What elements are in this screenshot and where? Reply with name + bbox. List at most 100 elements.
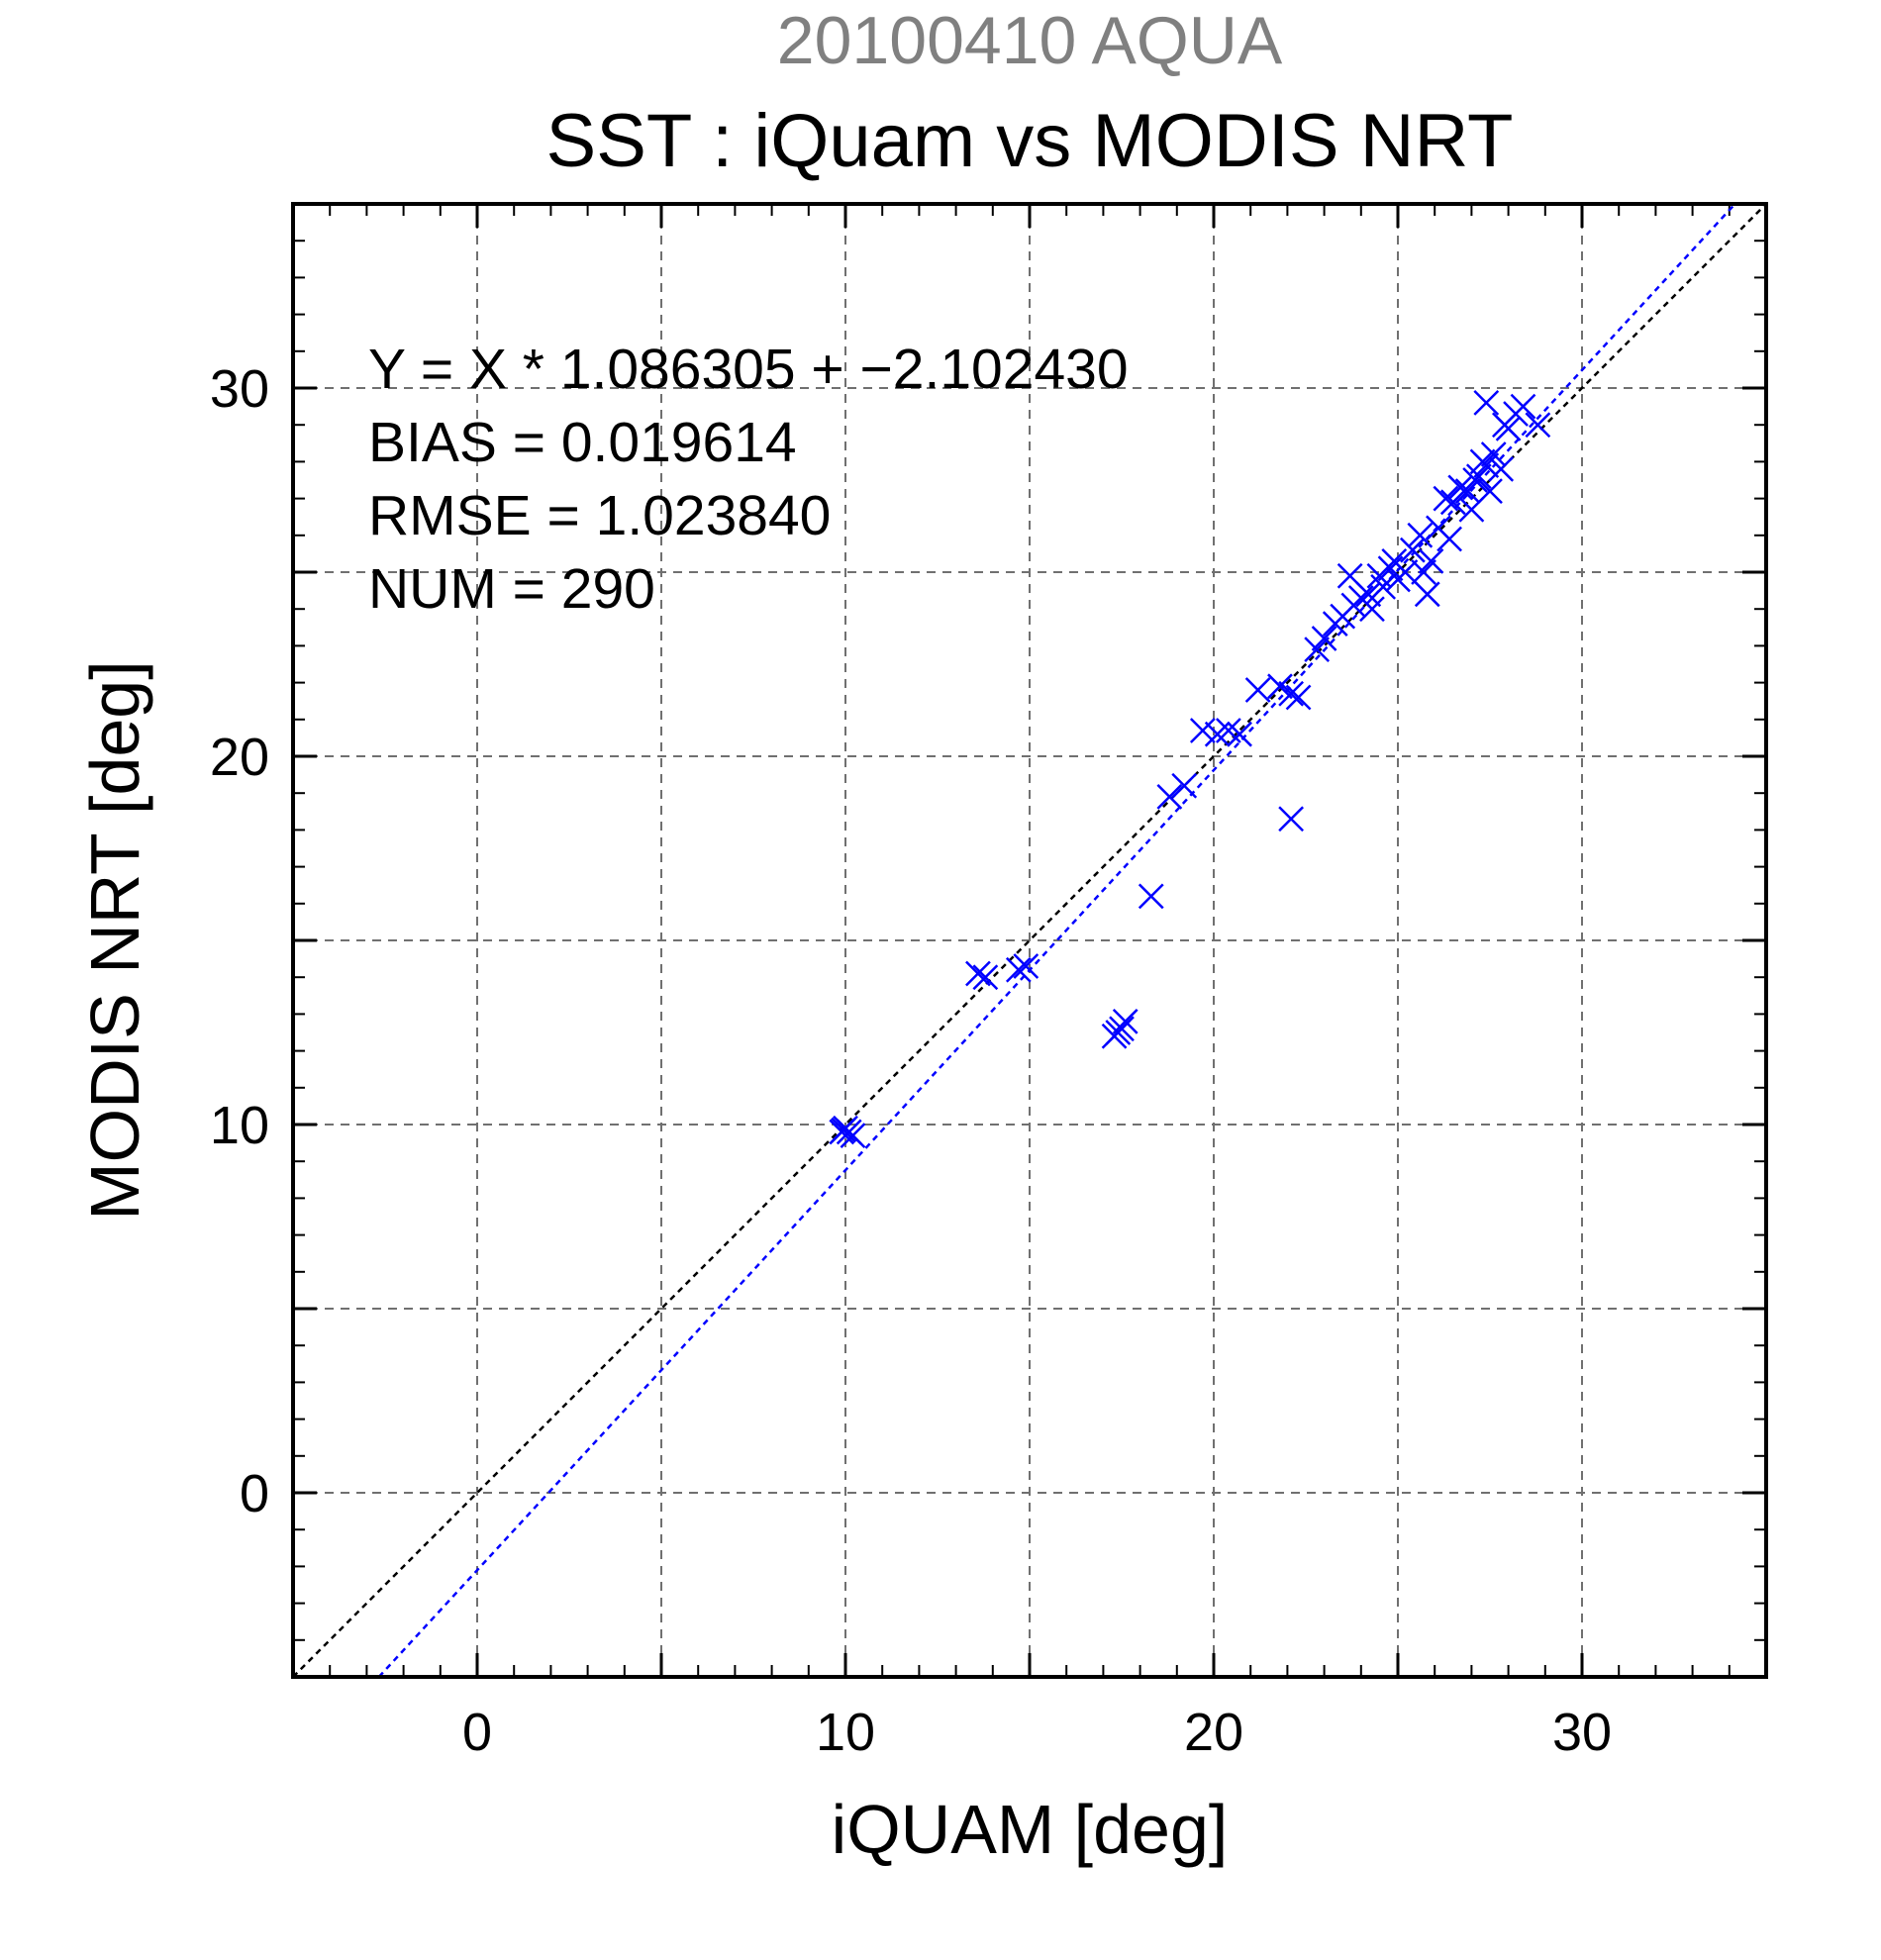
y-tick-label: 10 [210, 1096, 269, 1155]
data-point [1355, 581, 1382, 608]
data-point [1171, 772, 1198, 799]
marker-stroke [1370, 573, 1397, 600]
data-point [1013, 953, 1040, 979]
y-tick-labels: 0 10 20 30 [210, 359, 269, 1523]
marker-stroke [1005, 956, 1032, 983]
marker-stroke [1477, 478, 1503, 505]
marker-stroke [965, 960, 991, 987]
data-point [1138, 883, 1164, 910]
data-point [1454, 478, 1481, 505]
scatter-points [829, 389, 1551, 1149]
data-point [1359, 596, 1385, 623]
marker-stroke [1436, 526, 1462, 552]
marker-stroke [1439, 489, 1466, 516]
data-point [1491, 412, 1518, 439]
grid-lines [293, 204, 1766, 1677]
data-point [1244, 677, 1271, 703]
x-tick-label: 0 [462, 1703, 492, 1762]
data-point [1418, 547, 1444, 574]
data-point [1278, 806, 1305, 833]
stats-box: Y = X * 1.086305 + −2.102430 BIAS = 0.01… [368, 338, 1129, 621]
marker-stroke [1013, 953, 1040, 979]
marker-stroke [1189, 718, 1216, 743]
x-axis-label: iQUAM [deg] [832, 1791, 1229, 1868]
marker-stroke [1488, 455, 1515, 482]
marker-stroke [1267, 673, 1293, 700]
data-point [1370, 573, 1397, 600]
marker-stroke [1278, 806, 1305, 833]
data-point [1469, 448, 1496, 475]
rmse-value: RMSE = 1.023840 [368, 484, 831, 547]
data-point [1480, 441, 1507, 467]
marker-stroke [1215, 718, 1241, 743]
marker-stroke [1304, 637, 1331, 663]
data-point [1414, 581, 1440, 608]
data-point [1411, 559, 1436, 585]
marker-stroke [1138, 883, 1164, 910]
marker-stroke [1399, 537, 1426, 563]
data-point [1285, 684, 1312, 711]
data-point [1156, 784, 1183, 810]
data-point [1005, 956, 1032, 983]
data-point [1112, 1008, 1138, 1034]
data-point [1381, 547, 1408, 574]
marker-stroke [1433, 485, 1459, 512]
marker-stroke [1447, 474, 1474, 501]
marker-stroke [1336, 562, 1363, 589]
data-point [1278, 680, 1305, 707]
marker-stroke [1171, 772, 1198, 799]
reference-lines [292, 203, 1767, 1678]
data-point [1439, 489, 1466, 516]
marker-stroke [1411, 559, 1436, 585]
bias-value: BIAS = 0.019614 [368, 411, 797, 474]
marker-stroke [1112, 1008, 1138, 1034]
marker-stroke [972, 964, 999, 991]
marker-stroke [1311, 626, 1337, 651]
data-point [1105, 1020, 1132, 1045]
identity-line [292, 203, 1767, 1678]
x-tick-labels: 0 10 20 30 [462, 1703, 1612, 1762]
regression-equation: Y = X * 1.086305 + −2.102430 [368, 338, 1129, 401]
marker-stroke [1244, 677, 1271, 703]
data-point [831, 1117, 857, 1143]
chart-supertitle: 20100410 AQUA [777, 3, 1283, 78]
major-ticks [293, 204, 1766, 1677]
chart-title: SST : iQuam vs MODIS NRT [546, 99, 1514, 183]
marker-stroke [1525, 412, 1551, 439]
y-tick-label: 0 [240, 1464, 269, 1523]
data-point [1399, 537, 1426, 563]
marker-stroke [1407, 522, 1434, 548]
y-tick-label: 20 [210, 728, 269, 787]
marker-stroke [1359, 596, 1385, 623]
data-point [972, 964, 999, 991]
data-point [1447, 474, 1474, 501]
data-point [1488, 455, 1515, 482]
marker-stroke [1473, 389, 1500, 416]
x-tick-label: 10 [816, 1703, 875, 1762]
x-tick-label: 30 [1552, 1703, 1612, 1762]
data-point [1462, 467, 1489, 493]
y-axis-label: MODIS NRT [deg] [76, 660, 153, 1220]
marker-stroke [1381, 547, 1408, 574]
regression-line [377, 203, 1736, 1678]
marker-stroke [1491, 412, 1518, 439]
y-tick-label: 30 [210, 359, 269, 419]
num-value: NUM = 290 [368, 557, 655, 621]
data-point [1311, 626, 1337, 651]
marker-stroke [1227, 721, 1252, 747]
marker-stroke [840, 1123, 866, 1149]
data-point [1377, 555, 1404, 582]
marker-stroke [1355, 581, 1382, 608]
marker-stroke [1156, 784, 1183, 810]
x-tick-label: 20 [1184, 1703, 1243, 1762]
marker-stroke [1105, 1020, 1132, 1045]
marker-stroke [1278, 680, 1305, 707]
marker-stroke [1285, 684, 1312, 711]
data-point [1407, 522, 1434, 548]
data-point [1525, 412, 1551, 439]
data-point [1227, 721, 1252, 747]
data-point [1436, 526, 1462, 552]
marker-stroke [1414, 581, 1440, 608]
data-point [1267, 673, 1293, 700]
